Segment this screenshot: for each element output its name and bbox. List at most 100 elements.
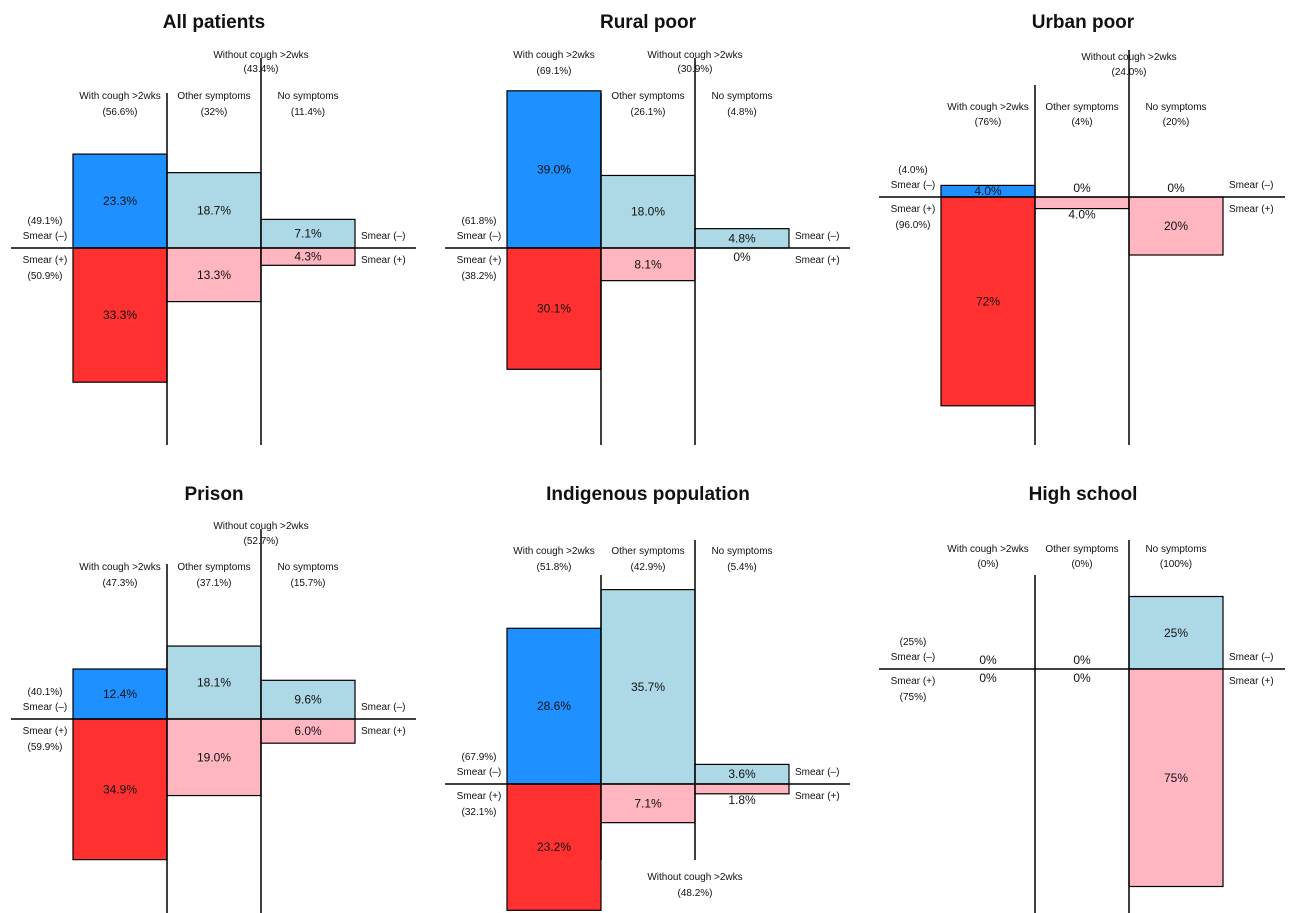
panel-2-label-neg-1: 18.0% <box>631 205 665 219</box>
panel-4-label-neg-0: 12.4% <box>103 687 137 701</box>
panel-4-group-pct-0: (47.3%) <box>102 578 137 589</box>
panel-2-group-pct-0: (69.1%) <box>536 66 571 77</box>
panel-4-label-pos-0: 34.9% <box>103 782 137 796</box>
panel-3-group-label-2: No symptoms <box>1145 102 1206 113</box>
panel-4-label-neg-2: 9.6% <box>294 693 322 707</box>
panel-2-title: Rural poor <box>600 12 697 33</box>
panel-5-without-cough-label: Without cough >2wks <box>647 872 742 883</box>
panel-5-without-cough-pct: (48.2%) <box>677 888 712 899</box>
panel-5-group-pct-1: (42.9%) <box>630 562 665 573</box>
panel-3-group-label-0: With cough >2wks <box>947 102 1028 113</box>
panel-3-label-neg-2: 0% <box>1167 181 1185 195</box>
panel-1-label-neg-1: 18.7% <box>197 203 231 217</box>
panel-3-group-label-1: Other symptoms <box>1045 102 1118 113</box>
panel-4-group-pct-2: (15.7%) <box>290 578 325 589</box>
panel-6-label-neg-2: 25% <box>1164 626 1188 640</box>
panel-3-smear-neg-left: Smear (–) <box>891 180 935 191</box>
panel-3-smear-pos-pct: (96.0%) <box>895 220 930 231</box>
panel-6-group-pct-0: (0%) <box>977 559 998 570</box>
panel-6-smear-pos-left: Smear (+) <box>891 676 936 687</box>
panel-5-label-neg-1: 35.7% <box>631 680 665 694</box>
panel-5-smear-neg-right: Smear (–) <box>795 767 839 778</box>
panel-2-label-pos-2: 0% <box>733 250 751 264</box>
panel-1-group-pct-0: (56.6%) <box>102 107 137 118</box>
panel-5-smear-pos-left: Smear (+) <box>457 791 502 802</box>
panel-1-smear-pos-pct: (50.9%) <box>27 271 62 282</box>
panel-1-smear-neg-right: Smear (–) <box>361 231 405 242</box>
panel-3-label-pos-0: 72% <box>976 294 1000 308</box>
panel-2-smear-pos-left: Smear (+) <box>457 255 502 266</box>
panel-6-smear-pos-right: Smear (+) <box>1229 676 1274 687</box>
panel-4-bar-neg-1 <box>166 645 262 720</box>
panel-2-without-cough-label: Without cough >2wks <box>647 50 742 61</box>
panel-3-label-pos-1: 4.0% <box>1068 208 1096 222</box>
panel-6-bar-pos-2 <box>1128 668 1224 888</box>
panel-1-group-pct-2: (11.4%) <box>291 107 325 118</box>
panel-6-smear-neg-pct: (25%) <box>900 637 927 648</box>
panel-2-smear-pos-right: Smear (+) <box>795 255 840 266</box>
panel-6-group-pct-1: (0%) <box>1071 559 1092 570</box>
panel-6-group-label-0: With cough >2wks <box>947 544 1028 555</box>
panel-2-smear-neg-left: Smear (–) <box>457 231 501 242</box>
panel-4-bar-pos-0 <box>72 718 168 861</box>
panel-5-bar-neg-1 <box>600 589 696 785</box>
panel-1-label-pos-2: 4.3% <box>294 250 322 264</box>
panel-1-group-label-0: With cough >2wks <box>79 91 160 102</box>
panel-5-group-label-2: No symptoms <box>711 546 772 557</box>
panel-1-bar-neg-1 <box>166 172 262 249</box>
panel-4-group-label-0: With cough >2wks <box>79 562 160 573</box>
panel-6-label-neg-1: 0% <box>1073 653 1091 667</box>
panel-6-label-pos-0: 0% <box>979 671 997 685</box>
panel-2-group-pct-1: (26.1%) <box>630 107 665 118</box>
panel-6-smear-pos-pct: (75%) <box>900 692 927 703</box>
panel-5-label-neg-2: 3.6% <box>728 767 756 781</box>
panel-3-bar-pos-2 <box>1128 196 1224 256</box>
panel-1-group-label-1: Other symptoms <box>177 91 250 102</box>
panel-1-group-pct-1: (32%) <box>201 107 228 118</box>
panel-4-without-cough-pct: (52.7%) <box>243 536 278 547</box>
panel-4-group-pct-1: (37.1%) <box>196 578 231 589</box>
panel-1-label-neg-2: 7.1% <box>294 227 322 241</box>
panel-1-bar-neg-0 <box>72 153 168 249</box>
panel-1-bar-pos-0 <box>72 247 168 383</box>
panel-3-without-cough-pct: (24.0%) <box>1111 67 1146 78</box>
panel-5-smear-neg-left: Smear (–) <box>457 767 501 778</box>
panel-3-group-pct-1: (4%) <box>1071 117 1092 128</box>
panel-3-group-pct-0: (76%) <box>975 117 1002 128</box>
panel-5-group-pct-0: (51.8%) <box>536 562 571 573</box>
panel-1-group-label-2: No symptoms <box>277 91 338 102</box>
panel-5-smear-pos-pct: (32.1%) <box>461 807 496 818</box>
panel-3-smear-pos-left: Smear (+) <box>891 204 936 215</box>
panel-5-label-neg-0: 28.6% <box>537 699 571 713</box>
panel-5-smear-pos-right: Smear (+) <box>795 791 840 802</box>
panel-1-title: All patients <box>163 12 265 33</box>
panel-6-label-pos-2: 75% <box>1164 771 1188 785</box>
panel-6-smear-neg-right: Smear (–) <box>1229 652 1273 663</box>
panel-2-smear-neg-pct: (61.8%) <box>461 216 496 227</box>
panel-1-smear-pos-right: Smear (+) <box>361 255 406 266</box>
panel-4-smear-neg-left: Smear (–) <box>23 702 67 713</box>
panel-2-group-pct-2: (4.8%) <box>727 107 756 118</box>
panel-5-title: Indigenous population <box>546 484 750 505</box>
panel-6-label-pos-1: 0% <box>1073 671 1091 685</box>
panel-5-label-pos-0: 23.2% <box>537 840 571 854</box>
panel-4-without-cough-label: Without cough >2wks <box>213 521 308 532</box>
panel-4-smear-neg-pct: (40.1%) <box>27 687 62 698</box>
panel-3-smear-neg-right: Smear (–) <box>1229 180 1273 191</box>
panel-1-label-neg-0: 23.3% <box>103 194 137 208</box>
panel-3-smear-pos-right: Smear (+) <box>1229 204 1274 215</box>
panel-2-bar-neg-1 <box>600 174 696 249</box>
panel-4-smear-neg-right: Smear (–) <box>361 702 405 713</box>
panel-3-group-pct-2: (20%) <box>1163 117 1190 128</box>
panel-3-without-cough-label: Without cough >2wks <box>1081 52 1176 63</box>
panel-4-label-neg-1: 18.1% <box>197 676 231 690</box>
panel-6-label-neg-0: 0% <box>979 653 997 667</box>
panel-4-bar-pos-1 <box>166 718 262 797</box>
panel-2-label-pos-0: 30.1% <box>537 302 571 316</box>
panel-5-bar-neg-0 <box>506 627 602 785</box>
panel-4-smear-pos-right: Smear (+) <box>361 726 406 737</box>
panel-2-group-label-1: Other symptoms <box>611 91 684 102</box>
panel-6-title: High school <box>1029 484 1138 505</box>
panel-1-label-pos-0: 33.3% <box>103 308 137 322</box>
